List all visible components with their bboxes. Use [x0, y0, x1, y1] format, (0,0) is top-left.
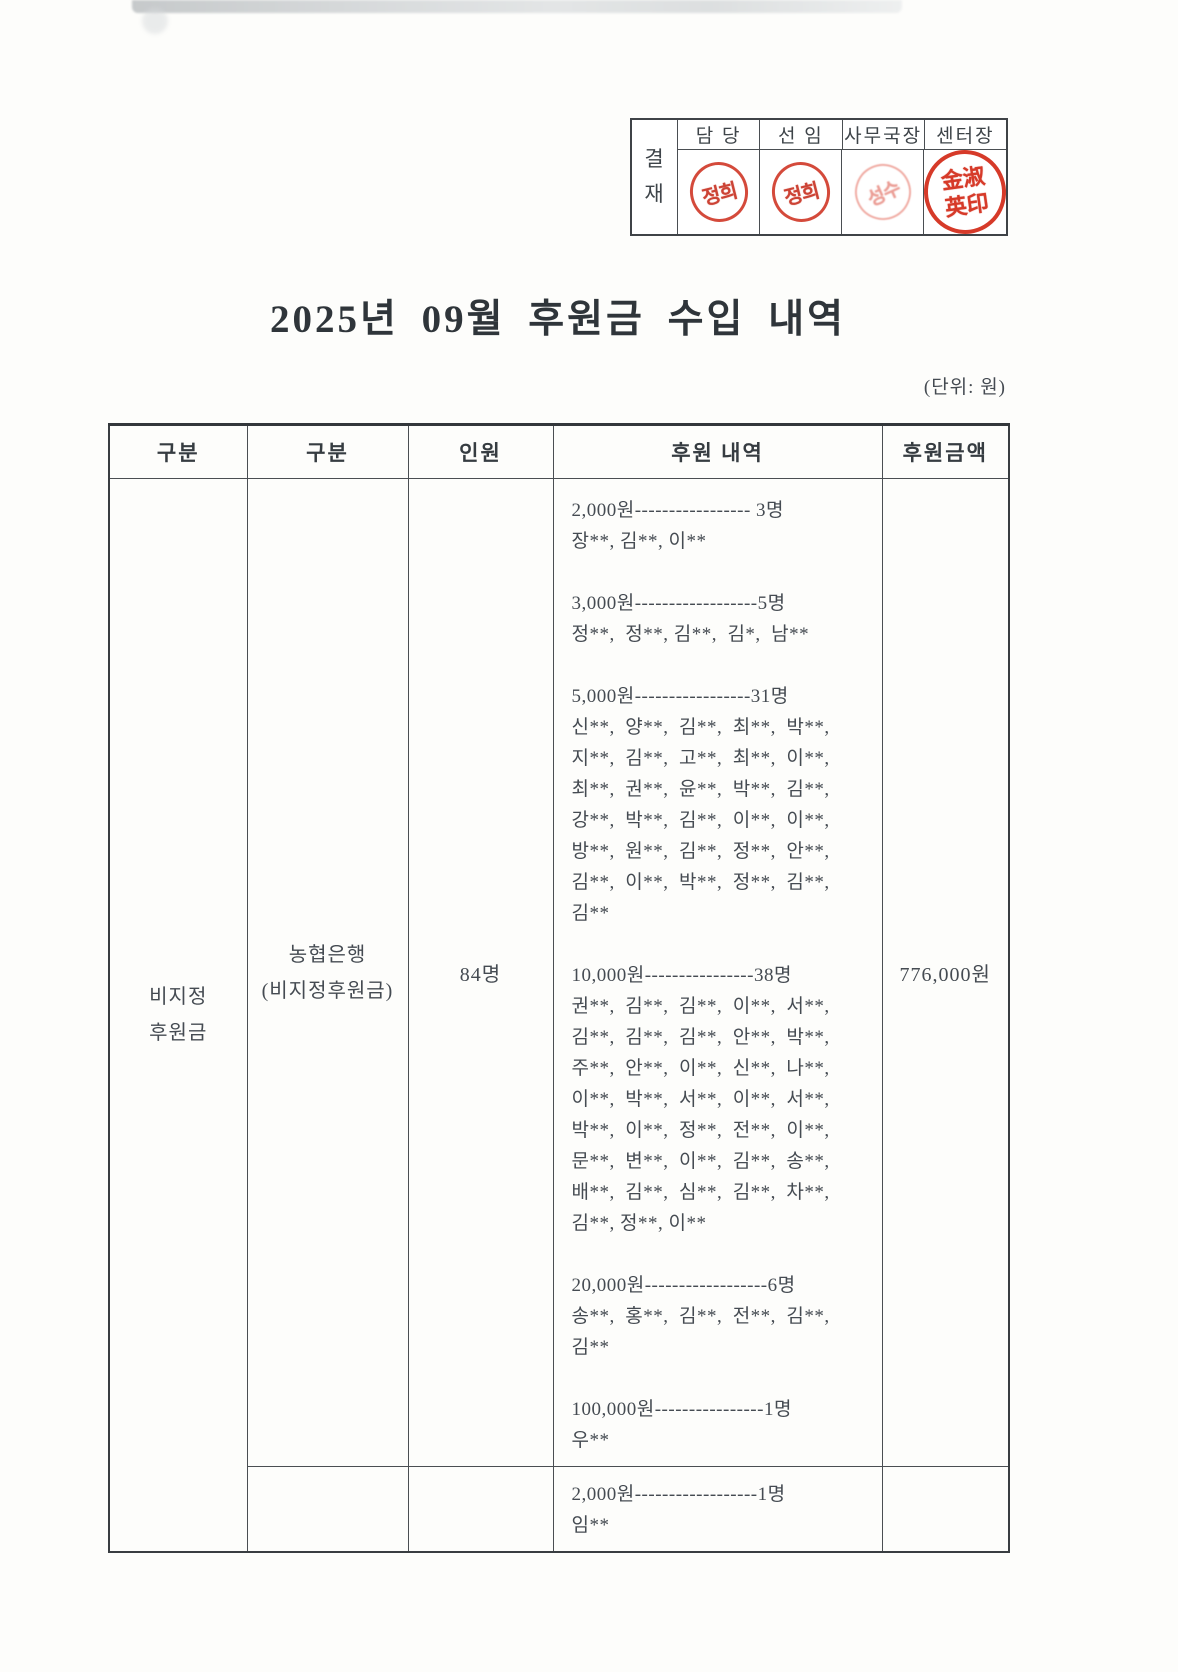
- cell-count: 84명: [407, 478, 554, 1467]
- cell-category: 비지정 후원금: [108, 478, 248, 1553]
- seal-cell-centerjang: 金淑英印: [918, 144, 1012, 240]
- cell-details: 2,000원------------------1명 임**: [552, 1466, 883, 1553]
- col-header-details: 후원 내역: [552, 424, 883, 479]
- approval-title-row: 담 당 선 임 사무국장 센터장: [678, 120, 1006, 150]
- col-header-amount: 후원금액: [881, 424, 1010, 479]
- centerjang-seal-stamp-icon: 金淑英印: [918, 144, 1012, 240]
- approval-col-damdang: 담 당: [678, 120, 761, 149]
- cell-amount: [881, 1466, 1010, 1553]
- table-header-row: 구분 구분 인원 후원 내역 후원금액: [108, 424, 1010, 479]
- approval-box: 결 재 담 당 선 임 사무국장 센터장 정희 정희 성수 金淑英印: [630, 118, 1012, 240]
- donation-table: 구분 구분 인원 후원 내역 후원금액 비지정 후원금 농협은행 (비지정후원금…: [108, 423, 1010, 1553]
- col-header-count: 인원: [407, 424, 554, 479]
- seal-cell-seonim: 정희: [760, 150, 842, 234]
- col-header-subcategory: 구분: [246, 424, 409, 479]
- approval-columns: 담 당 선 임 사무국장 센터장 정희 정희 성수 金淑英印: [678, 120, 1012, 240]
- approval-seal-row: 정희 정희 성수 金淑英印: [678, 144, 1012, 240]
- scan-artifact-dot: [142, 8, 168, 34]
- col-header-category: 구분: [108, 424, 248, 479]
- centerjang-seal-text: 金淑英印: [939, 162, 991, 221]
- table-row: 2,000원------------------1명 임**: [109, 1466, 1010, 1553]
- samugukjang-seal-stamp-icon: 성수: [845, 155, 920, 229]
- cell-subcategory: [246, 1466, 409, 1553]
- approval-col-seonim: 선 임: [760, 120, 843, 149]
- damdang-seal-stamp-icon: 정희: [683, 155, 754, 229]
- seal-cell-damdang: 정희: [678, 150, 760, 234]
- title-area: 2025년 09월 후원금 수입 내역: [108, 288, 1008, 344]
- page-title: 2025년 09월 후원금 수입 내역: [270, 298, 846, 341]
- seal-cell-samugukjang: 성수: [842, 150, 924, 234]
- seonim-seal-stamp-icon: 정희: [765, 155, 836, 229]
- approval-col-samugukjang: 사무국장: [843, 120, 925, 149]
- cell-subcategory: 농협은행 (비지정후원금): [246, 478, 409, 1467]
- table-row: 비지정 후원금 농협은행 (비지정후원금) 84명 2,000원--------…: [108, 478, 1010, 1553]
- unit-note: (단위: 원): [923, 377, 1006, 398]
- cell-details: 2,000원----------------- 3명 장**, 김**, 이**…: [552, 478, 883, 1467]
- approval-label: 결 재: [632, 120, 678, 234]
- scan-artifact-streak: [132, 0, 902, 13]
- approval-col-centerjang: 센터장: [936, 126, 995, 147]
- cell-count: [407, 1466, 554, 1553]
- cell-amount: 776,000원: [881, 478, 1010, 1467]
